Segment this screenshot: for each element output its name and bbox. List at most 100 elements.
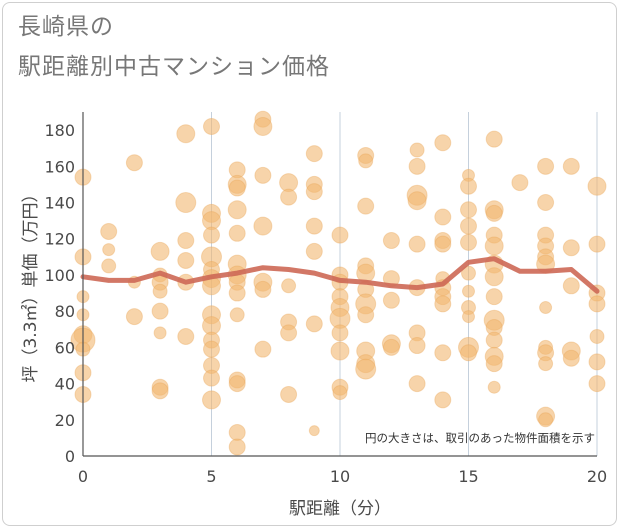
x-tick-label: 15: [458, 467, 478, 486]
bubble-point: [280, 385, 298, 403]
bubble-point: [434, 134, 452, 152]
x-tick-label: 20: [587, 467, 607, 486]
bubble-point: [203, 117, 220, 135]
bubble-point: [153, 326, 167, 340]
x-tick-label: 0: [78, 467, 88, 486]
y-tick-label: 180: [44, 121, 75, 140]
bubble-point: [100, 222, 118, 240]
bubble-point: [484, 236, 504, 256]
bubble-point: [588, 295, 606, 313]
bubble-point: [305, 315, 323, 333]
bubble-point: [355, 358, 377, 380]
y-tick-label: 120: [44, 230, 75, 249]
bubble-point: [305, 183, 323, 201]
y-axis-label: 坪（3.3㎡）単価（万円）: [21, 185, 41, 382]
bubble-point: [461, 265, 476, 281]
average-price-line: [80, 256, 600, 294]
bubble-point: [254, 280, 272, 298]
bubble-point: [562, 239, 580, 257]
bubble-point: [125, 308, 143, 326]
tick-labels: 0 20 40 60 80 100 120 140 160 180 0 5 10 15 20: [44, 121, 607, 486]
bubble-point: [537, 157, 555, 175]
bubble-point: [331, 324, 349, 342]
bubble-point: [227, 200, 247, 220]
bubble-point: [562, 349, 580, 367]
bubble-point: [357, 306, 375, 324]
bubble-point: [434, 344, 452, 362]
bubble-point: [407, 191, 427, 211]
bubble-point: [305, 217, 323, 235]
bubble-point: [487, 380, 501, 394]
bubble-point: [537, 194, 555, 212]
bubble-point: [305, 145, 323, 163]
x-tick-label: 10: [330, 467, 350, 486]
y-tick-label: 100: [44, 266, 75, 285]
bubble-point: [539, 301, 553, 315]
axes: [82, 112, 597, 457]
bubble-point: [175, 192, 197, 214]
bubble-point: [587, 176, 607, 196]
bubble-point: [357, 197, 375, 215]
y-tick-label: 160: [44, 157, 75, 176]
bubble-point: [330, 341, 350, 361]
bubble-point: [460, 233, 477, 251]
bubble-point: [460, 217, 477, 235]
bubble-point: [588, 353, 606, 371]
bubble-point: [562, 157, 580, 175]
bubble-point: [588, 235, 606, 253]
bubble-point: [538, 412, 554, 428]
bubble-point: [281, 278, 297, 294]
bubble-point: [562, 277, 580, 295]
bubble-point: [228, 284, 246, 302]
bubble-point: [588, 375, 606, 393]
bubble-point: [228, 438, 246, 456]
bubble-point: [280, 188, 298, 206]
chart-title-line1: 長崎県の: [18, 14, 114, 40]
bubble-point: [434, 235, 452, 253]
x-axis-label: 駅距離（分）: [289, 499, 391, 519]
bubble-point: [511, 174, 529, 192]
x-tick-label: 5: [206, 467, 216, 486]
bubble-point: [308, 425, 320, 437]
bubble-point: [280, 324, 298, 342]
bubble-point: [589, 329, 605, 345]
bubble-point: [253, 116, 273, 136]
y-tick-label: 60: [55, 338, 75, 357]
bubble-point: [434, 208, 452, 226]
bubble-point: [484, 267, 504, 287]
bubble-point: [485, 130, 503, 148]
bubble-point: [177, 251, 195, 269]
bubble-point: [332, 385, 348, 401]
bubble-point: [408, 375, 426, 393]
y-tick-label: 80: [55, 302, 75, 321]
bubble-point: [253, 216, 273, 236]
bubble-point: [462, 284, 475, 298]
bubble-point: [125, 154, 143, 172]
bubble-point: [254, 340, 272, 358]
bubble-point: [305, 242, 323, 260]
bubble-point: [203, 340, 220, 358]
bubble-point: [152, 283, 168, 299]
bubble-point: [254, 166, 272, 184]
bubble-point: [408, 337, 426, 355]
y-tick-label: 20: [55, 411, 75, 430]
y-tick-label: 0: [65, 447, 75, 466]
bubble-point: [177, 328, 195, 346]
chart-title-line2: 駅距離別中古マンション価格: [18, 54, 330, 80]
bubble-point: [382, 232, 400, 250]
bubble-point: [408, 235, 426, 253]
bubble-point: [228, 375, 246, 393]
bubble-point: [485, 204, 503, 222]
bubble-point: [434, 391, 452, 409]
bubble-point: [203, 226, 220, 244]
bubble-point: [151, 382, 169, 400]
bubble-point: [331, 226, 349, 244]
bubble-point: [409, 142, 425, 158]
bubble-point: [358, 153, 374, 169]
bubble-point: [485, 331, 503, 349]
bubble-point: [228, 224, 246, 242]
bubble-point: [228, 423, 246, 441]
bubble-point: [176, 124, 196, 144]
bubble-point: [382, 291, 400, 309]
